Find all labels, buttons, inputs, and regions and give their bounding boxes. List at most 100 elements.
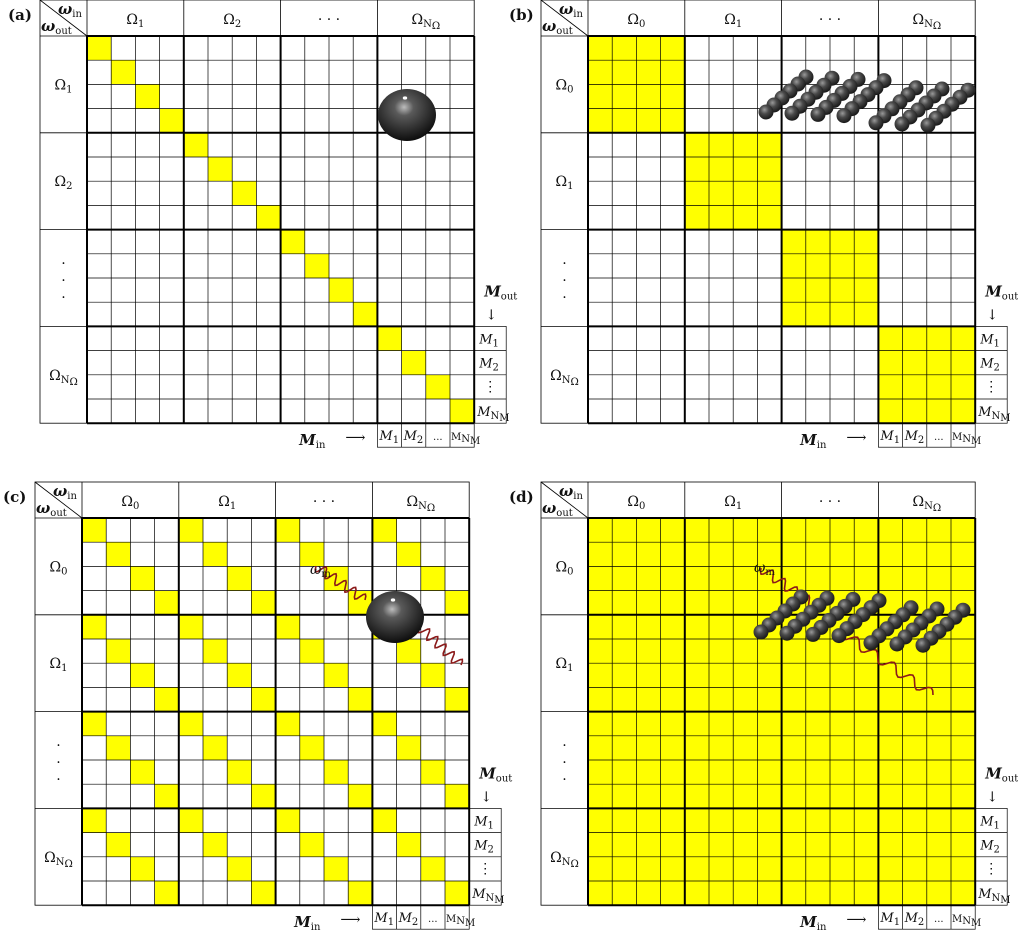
filled-cell — [684, 542, 709, 567]
col-header: Ω1 — [724, 12, 742, 30]
filled-cell — [733, 881, 758, 906]
filled-cell — [660, 881, 685, 906]
filled-cell — [733, 784, 758, 809]
filled-cell — [588, 856, 613, 881]
filled-cell — [709, 832, 734, 857]
row-header: Ω1 — [556, 656, 574, 674]
filled-cell — [588, 518, 613, 543]
filled-cell — [420, 663, 445, 688]
filled-cell — [329, 278, 354, 303]
filled-cell — [805, 518, 830, 543]
filled-cell — [805, 808, 830, 833]
filled-cell — [902, 374, 927, 399]
filled-cell — [757, 784, 782, 809]
filled-cell — [951, 832, 976, 857]
filled-cell — [203, 639, 228, 664]
filled-cell — [781, 302, 806, 327]
filled-cell — [757, 157, 782, 182]
filled-cell — [733, 735, 758, 760]
filled-cell — [636, 542, 661, 567]
filled-cell — [805, 711, 830, 736]
filled-cell — [781, 881, 806, 906]
atom-array — [758, 69, 976, 133]
filled-cell — [709, 157, 734, 182]
omega-in-label: ωin — [559, 482, 583, 502]
filled-cell — [636, 711, 661, 736]
filled-cell — [733, 808, 758, 833]
filled-cell — [348, 881, 373, 906]
filled-cell — [830, 687, 855, 712]
filled-cell — [733, 856, 758, 881]
filled-cell — [854, 663, 879, 688]
filled-cell — [612, 566, 637, 591]
corner-diagonal — [34, 481, 83, 519]
filled-cell — [805, 760, 830, 785]
m-out-arrow: ↓ — [485, 307, 497, 323]
filled-cell — [709, 639, 734, 664]
filled-cell — [636, 639, 661, 664]
filled-cell — [588, 60, 613, 85]
filled-cell — [733, 566, 758, 591]
filled-cell — [878, 881, 903, 906]
filled-cell — [660, 84, 685, 109]
filled-cell — [130, 663, 155, 688]
filled-cell — [445, 687, 470, 712]
filled-cell — [878, 542, 903, 567]
matrix-fills — [588, 36, 976, 424]
filled-cell — [854, 856, 879, 881]
m-in-arrow: ⟶ — [345, 430, 365, 446]
filled-cell — [757, 542, 782, 567]
m-out-item: M2 — [979, 357, 1000, 374]
filled-cell — [183, 132, 208, 157]
omega-out-label: ωout — [542, 499, 573, 519]
filled-cell — [709, 663, 734, 688]
filled-cell — [878, 663, 903, 688]
filled-cell — [684, 614, 709, 639]
matrix-fills — [87, 36, 475, 424]
filled-cell — [275, 808, 300, 833]
microwave-wave — [840, 631, 934, 696]
filled-cell — [612, 60, 637, 85]
atom-bead — [920, 117, 936, 133]
filled-cell — [902, 399, 927, 424]
filled-cell — [588, 590, 613, 615]
filled-cell — [878, 856, 903, 881]
filled-cell — [951, 518, 976, 543]
row-header-dot: . — [56, 768, 60, 784]
filled-cell — [445, 881, 470, 906]
filled-cell — [805, 639, 830, 664]
filled-cell — [227, 663, 252, 688]
filled-cell — [733, 832, 758, 857]
filled-cell — [636, 808, 661, 833]
filled-cell — [420, 856, 445, 881]
m-out-vdots: ⋮ — [483, 379, 497, 395]
col-header: ΩNΩ — [912, 12, 941, 32]
filled-cell — [830, 711, 855, 736]
filled-cell — [926, 518, 951, 543]
m-in-arrow: ⟶ — [846, 912, 866, 928]
filled-cell — [709, 711, 734, 736]
filled-cell — [830, 278, 855, 303]
m-in-label: Min — [799, 913, 827, 933]
row-header: ΩNΩ — [550, 368, 579, 388]
m-in-label: Min — [293, 913, 321, 933]
filled-cell — [926, 856, 951, 881]
filled-cell — [684, 856, 709, 881]
filled-cell — [878, 760, 903, 785]
filled-cell — [684, 518, 709, 543]
filled-cell — [588, 84, 613, 109]
filled-cell — [830, 229, 855, 254]
filled-cell — [709, 856, 734, 881]
filled-cell — [588, 687, 613, 712]
filled-cell — [830, 566, 855, 591]
filled-cell — [781, 856, 806, 881]
row-header-dot: . — [61, 269, 65, 285]
filled-cell — [445, 784, 470, 809]
m-in-item: MNM — [952, 432, 981, 447]
filled-cell — [684, 711, 709, 736]
filled-cell — [902, 711, 927, 736]
filled-cell — [902, 856, 927, 881]
filled-cell — [588, 832, 613, 857]
filled-cell — [830, 856, 855, 881]
filled-cell — [227, 566, 252, 591]
